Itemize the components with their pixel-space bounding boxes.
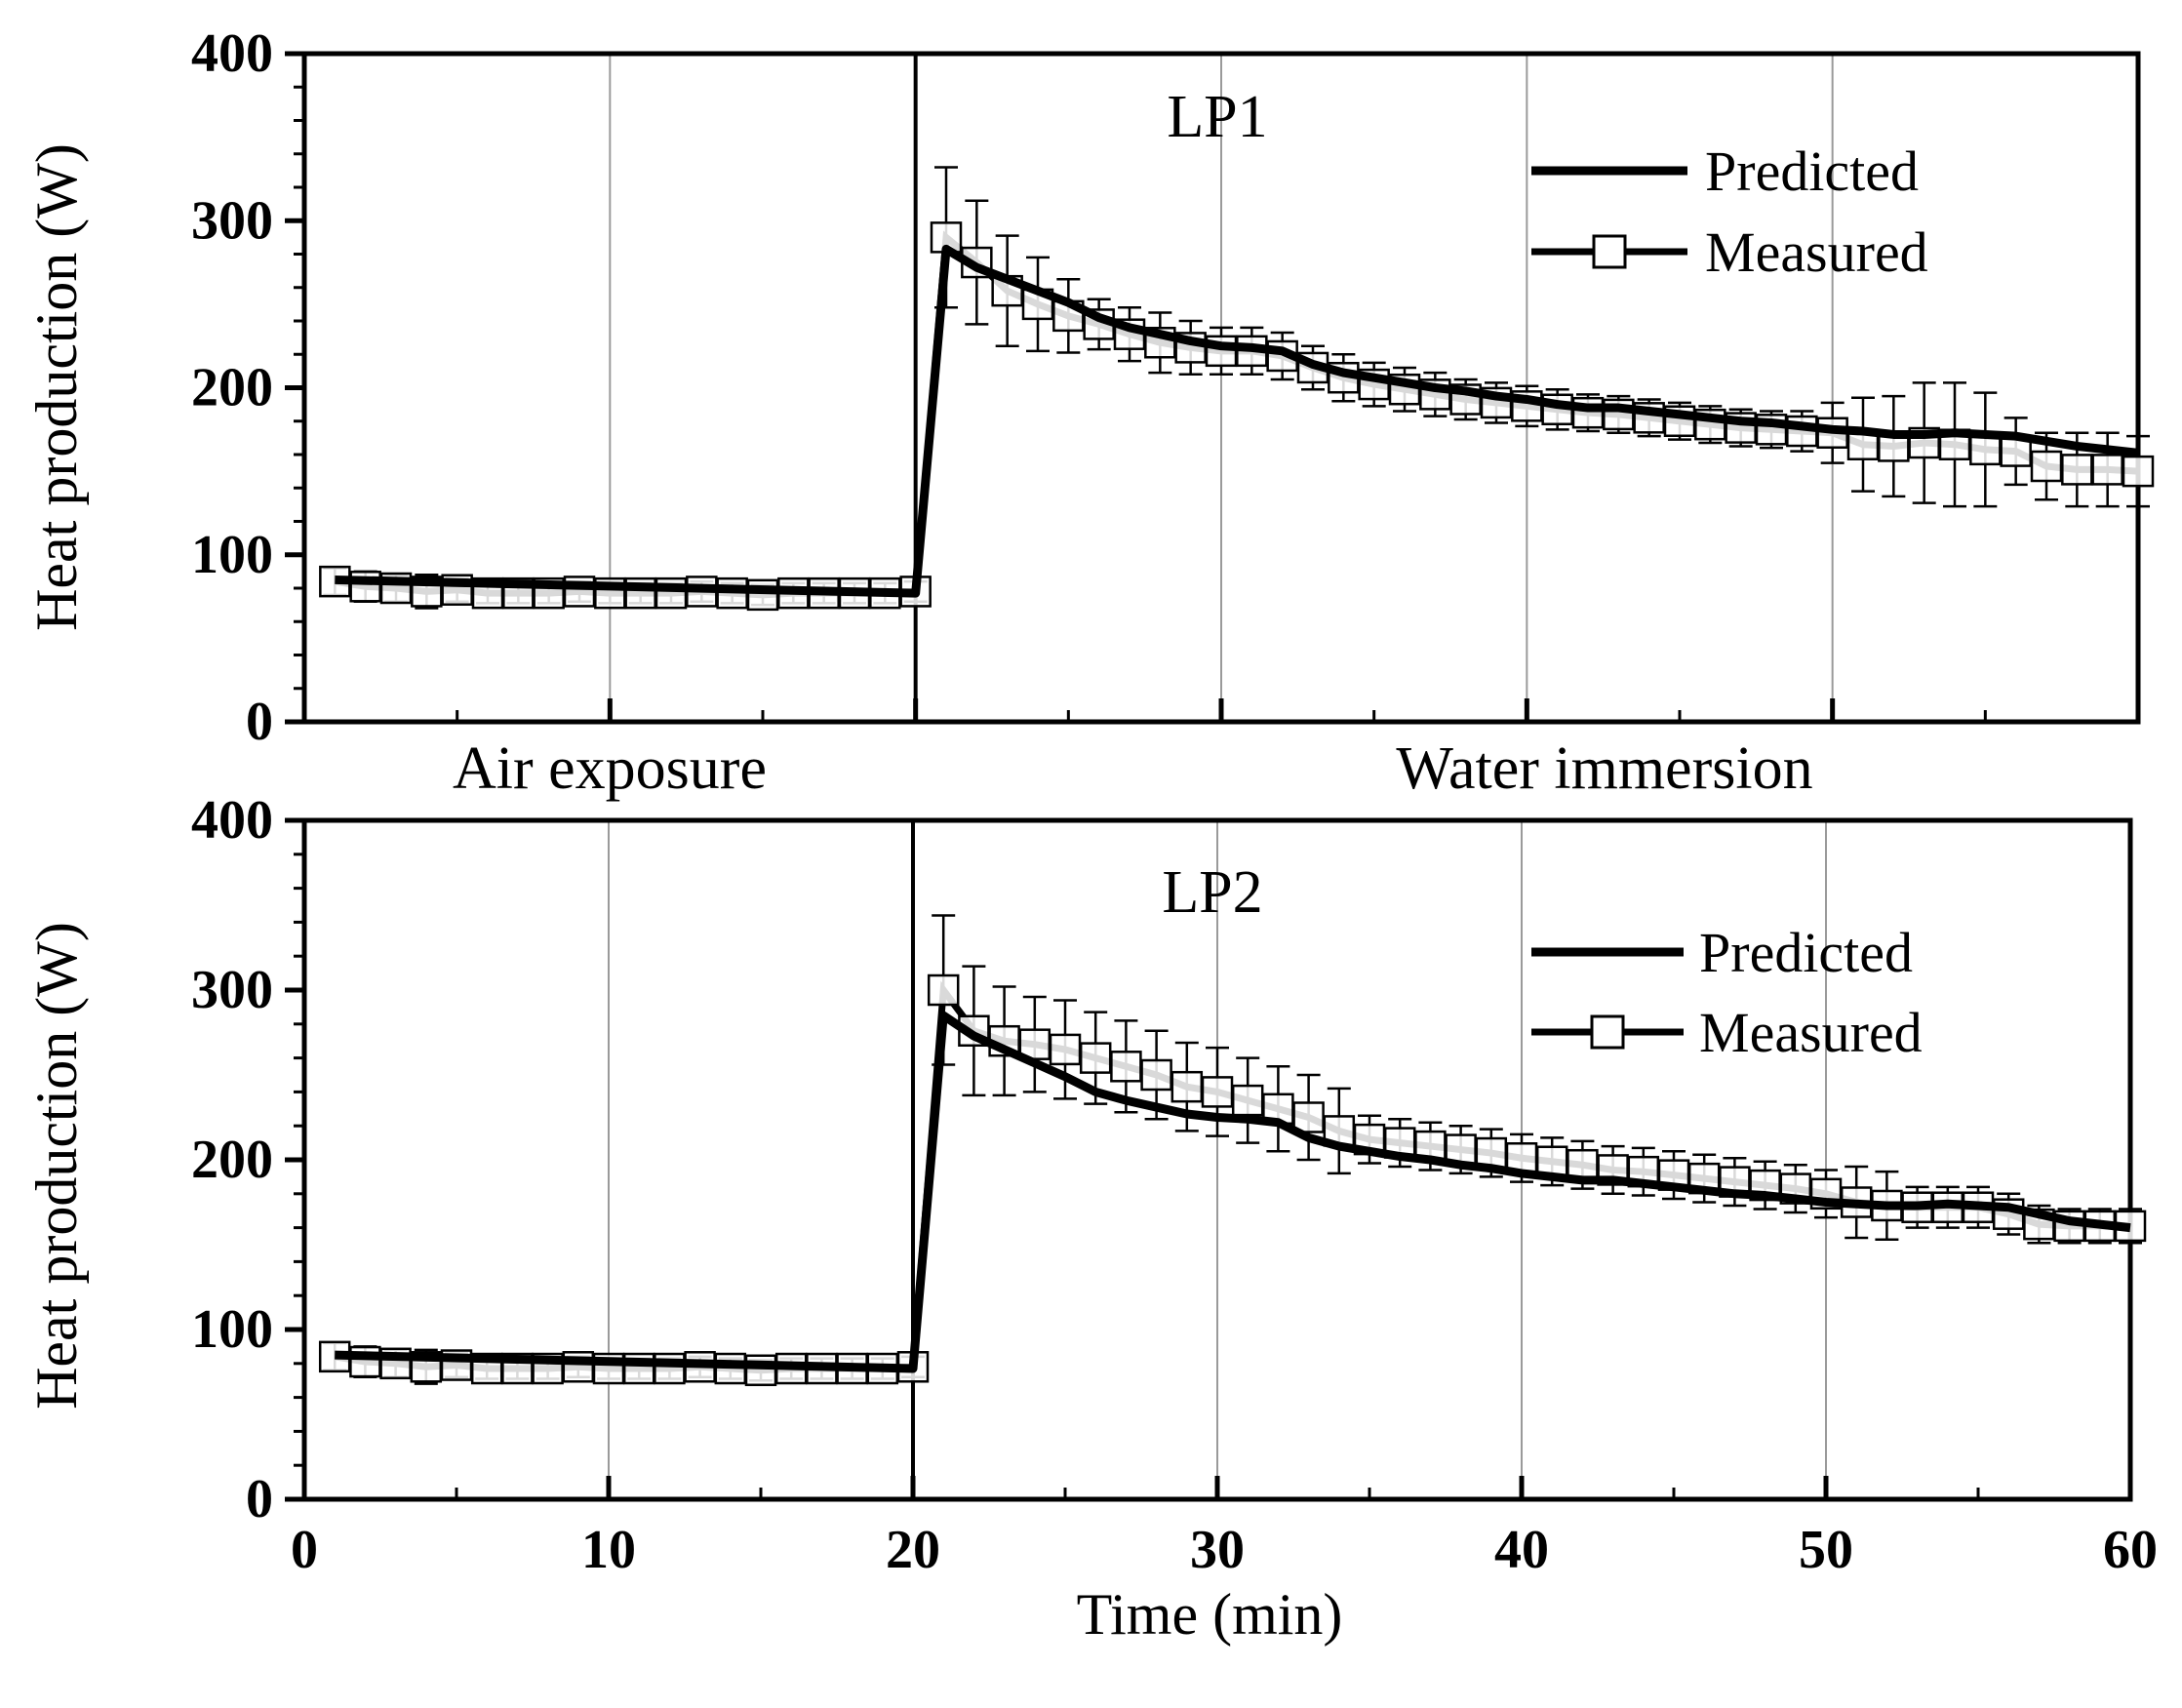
legend: Predicted Measured	[1531, 139, 1928, 284]
y-tick-label: 200	[191, 1130, 273, 1190]
measured-point	[1110, 1051, 1142, 1083]
measured-point	[744, 1354, 777, 1387]
y-tick-label: 300	[191, 960, 273, 1020]
measured-point	[1231, 1084, 1264, 1117]
measured-series-line	[334, 230, 2139, 599]
axis-ticks	[285, 817, 2133, 1502]
x-tick-label: 40	[1494, 1520, 1549, 1580]
measured-point	[1571, 396, 1605, 429]
phase-label-air-exposure: Air exposure	[453, 735, 767, 802]
legend-measured-label: Measured	[1705, 220, 1928, 284]
x-tick-label: 10	[581, 1520, 636, 1580]
measured-point	[1201, 1076, 1234, 1108]
panel-label-lp2: LP2	[1162, 859, 1262, 926]
measured-point	[927, 973, 960, 1007]
legend-predicted-label: Predicted	[1699, 921, 1913, 984]
x-tick-label: 20	[886, 1520, 940, 1580]
y-tick-label: 100	[191, 525, 273, 585]
measured-point	[1170, 1070, 1204, 1103]
y-tick-labels: 0 100 200 300 400	[191, 790, 273, 1529]
y-tick-labels: 0 100 200 300 400	[191, 23, 273, 752]
x-tick-label: 30	[1190, 1520, 1245, 1580]
x-tick-label: 50	[1799, 1520, 1853, 1580]
measured-point	[930, 221, 963, 254]
panel-lp1: 0 100 200 300 400 LP1 Predicted Measured Hea…	[24, 23, 2155, 752]
phase-label-water-immersion: Water immersion	[1396, 735, 1812, 802]
y-tick-label: 200	[191, 358, 273, 418]
axis-ticks	[285, 51, 2141, 725]
x-tick-labels: 0 10 20 30 40 50 60	[291, 1520, 2158, 1580]
panel-label-lp1: LP1	[1167, 84, 1267, 150]
measured-point	[1292, 1101, 1325, 1133]
x-tick-label: 0	[291, 1520, 318, 1580]
measured-point	[1049, 1033, 1082, 1066]
measured-point	[1969, 433, 2002, 466]
y-tick-label: 0	[246, 1469, 273, 1529]
gridlines	[609, 54, 1834, 722]
measured-error-bars	[323, 914, 2142, 1385]
y-axis-title: Heat production (W)	[24, 922, 89, 1410]
y-axis-title: Heat production (W)	[24, 143, 89, 631]
panel-lp2: 0 100 200 300 400 0 10 20 30 40 50 60 LP2 Predicte…	[24, 790, 2158, 1647]
measured-point	[1140, 1058, 1172, 1092]
y-tick-label: 400	[191, 23, 273, 84]
measured-point	[1079, 1042, 1112, 1074]
predicted-series-line	[335, 1011, 2131, 1373]
measured-point	[2061, 454, 2093, 486]
x-axis-title: Time (min)	[1077, 1582, 1343, 1647]
legend-predicted-label: Predicted	[1705, 139, 1919, 203]
legend-measured-marker	[1590, 1014, 1625, 1050]
predicted-series-line	[335, 244, 2139, 598]
y-tick-label: 400	[191, 790, 273, 851]
legend-measured-marker	[1592, 234, 1627, 269]
x-tick-label: 60	[2103, 1520, 2158, 1580]
y-tick-label: 0	[246, 692, 273, 752]
legend-measured-label: Measured	[1699, 1001, 1923, 1064]
measured-point	[2030, 450, 2063, 483]
legend: Predicted Measured	[1531, 921, 1923, 1064]
measured-point	[2091, 454, 2123, 486]
y-tick-label: 100	[191, 1299, 273, 1360]
measured-point	[2122, 455, 2155, 488]
measured-point	[746, 578, 779, 612]
y-tick-label: 300	[191, 190, 273, 251]
